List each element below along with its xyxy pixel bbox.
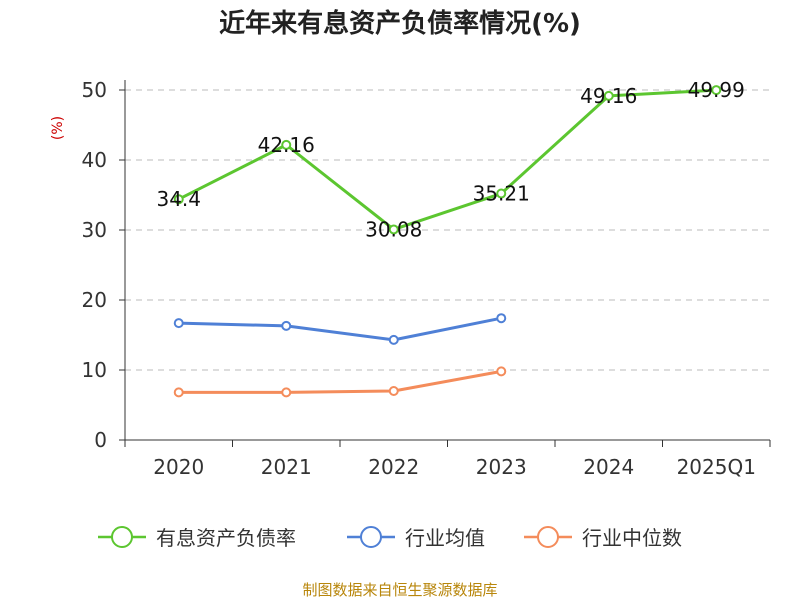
data-labels: 34.4 42.16 30.08 35.21 49.16 49.99	[156, 78, 744, 241]
data-point	[496, 313, 507, 324]
series-layer	[173, 85, 722, 398]
legend-label: 有息资产负债率	[156, 526, 296, 550]
data-point	[173, 194, 184, 205]
data-point	[281, 387, 292, 398]
axes: 0 10 20 30 40 50 2020 2021 2022 2023 2024 2025Q1	[82, 78, 771, 479]
x-tick-label: 2022	[368, 455, 419, 479]
data-point	[603, 90, 614, 101]
series-line	[178, 369, 502, 394]
data-point	[388, 334, 399, 345]
data-point	[281, 139, 292, 150]
data-label: 49.16	[580, 84, 637, 108]
data-label: 30.08	[365, 217, 422, 241]
legend-swatch-marker	[111, 526, 133, 548]
data-point	[711, 85, 722, 96]
data-point	[388, 386, 399, 396]
data-point	[496, 188, 507, 199]
x-tick-label: 2024	[583, 455, 634, 479]
data-label: 42.16	[258, 133, 315, 157]
gridlines	[125, 89, 770, 371]
y-tick-label: 40	[82, 148, 107, 172]
x-tick-label: 2020	[153, 455, 204, 479]
y-tick-label: 50	[82, 78, 107, 102]
data-point	[173, 387, 184, 398]
y-tick-label: 10	[82, 358, 107, 382]
data-label: 49.99	[688, 78, 745, 102]
y-tick-label: 20	[82, 288, 107, 312]
legend-swatch-marker	[537, 526, 559, 548]
data-label: 34.4	[156, 187, 201, 211]
legend-swatch-marker	[360, 526, 382, 548]
data-point	[388, 224, 399, 235]
chart-title: 近年来有息资产负债率情况(%)	[219, 8, 581, 39]
y-tick-label: 0	[94, 428, 107, 452]
x-tick-label: 2023	[476, 455, 527, 479]
x-tick-label: 2025Q1	[677, 455, 756, 479]
legend-label: 行业中位数	[582, 526, 682, 550]
legend: 有息资产负债率 行业均值 行业中位数	[98, 526, 682, 550]
legend-label: 行业均值	[405, 526, 485, 550]
x-tick-label: 2021	[261, 455, 312, 479]
data-point	[173, 318, 184, 329]
data-point	[281, 320, 292, 331]
source-note: 制图数据来自恒生聚源数据库	[302, 581, 497, 599]
y-axis-unit: (%)	[50, 116, 66, 140]
series-line	[178, 88, 717, 231]
series-line	[178, 316, 502, 342]
data-label: 35.21	[473, 182, 530, 206]
y-tick-label: 30	[82, 218, 107, 242]
data-point	[496, 366, 507, 377]
